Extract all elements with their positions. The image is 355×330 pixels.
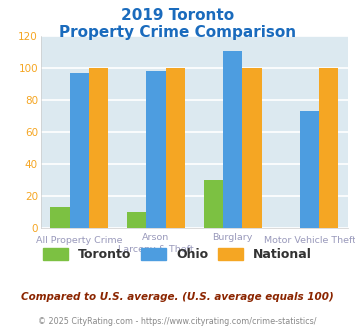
Legend: Toronto, Ohio, National: Toronto, Ohio, National	[38, 243, 317, 266]
Text: All Property Crime: All Property Crime	[36, 236, 122, 245]
Text: Property Crime Comparison: Property Crime Comparison	[59, 25, 296, 40]
Bar	[127, 212, 146, 228]
Text: Larceny & Theft: Larceny & Theft	[118, 245, 194, 254]
Text: Compared to U.S. average. (U.S. average equals 100): Compared to U.S. average. (U.S. average …	[21, 292, 334, 302]
Text: 2019 Toronto: 2019 Toronto	[121, 8, 234, 23]
Bar	[242, 68, 262, 228]
Bar	[50, 207, 70, 228]
Bar	[89, 68, 108, 228]
Text: Burglary: Burglary	[213, 233, 253, 242]
Bar	[146, 71, 165, 228]
Bar	[300, 111, 319, 228]
Bar	[70, 73, 89, 228]
Bar	[223, 51, 242, 228]
Text: Motor Vehicle Theft: Motor Vehicle Theft	[263, 236, 355, 245]
Text: © 2025 CityRating.com - https://www.cityrating.com/crime-statistics/: © 2025 CityRating.com - https://www.city…	[38, 317, 317, 326]
Text: Arson: Arson	[142, 233, 170, 242]
Bar	[319, 68, 338, 228]
Bar	[204, 180, 223, 228]
Bar	[165, 68, 185, 228]
